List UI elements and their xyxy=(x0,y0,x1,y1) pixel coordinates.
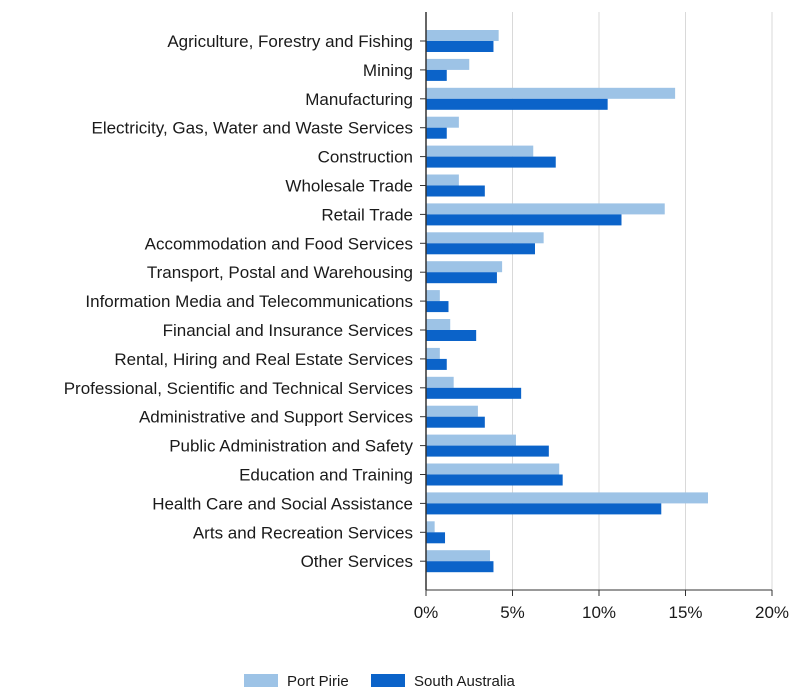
bar-port-pirie xyxy=(426,405,478,417)
legend-swatch xyxy=(371,674,405,687)
category-label: Financial and Insurance Services xyxy=(163,321,413,340)
category-label: Information Media and Telecommunications xyxy=(85,292,413,311)
x-tick-label: 5% xyxy=(500,603,525,622)
bar-port-pirie xyxy=(426,550,491,562)
x-tick-label: 15% xyxy=(668,603,702,622)
legend-label: Port Pirie xyxy=(287,673,349,689)
bar-port-pirie xyxy=(426,261,503,273)
category-label: Rental, Hiring and Real Estate Services xyxy=(114,350,413,369)
bar-port-pirie xyxy=(426,145,534,157)
bar-south-australia xyxy=(426,243,535,255)
bar-south-australia xyxy=(426,358,447,370)
bar-south-australia xyxy=(426,272,497,284)
bar-port-pirie xyxy=(426,232,544,244)
category-label: Transport, Postal and Warehousing xyxy=(147,263,413,282)
bar-south-australia xyxy=(426,416,485,428)
bar-port-pirie xyxy=(426,58,470,70)
category-labels: Agriculture, Forestry and Fishing Mining M… xyxy=(64,32,414,571)
bar-south-australia xyxy=(426,214,622,226)
bar-south-australia xyxy=(426,185,485,197)
bar-south-australia xyxy=(426,98,608,110)
axis-layer xyxy=(420,12,773,596)
bar-south-australia xyxy=(426,445,549,457)
category-label: Mining xyxy=(363,61,413,80)
bar-port-pirie xyxy=(426,116,459,128)
category-label: Retail Trade xyxy=(321,205,413,224)
category-label: Professional, Scientific and Technical S… xyxy=(64,379,413,398)
bar-south-australia xyxy=(426,330,477,341)
category-label: Accommodation and Food Services xyxy=(145,234,413,253)
bar-port-pirie xyxy=(426,290,440,302)
bar-port-pirie xyxy=(426,492,708,504)
bar-south-australia xyxy=(426,69,447,81)
category-label: Electricity, Gas, Water and Waste Servic… xyxy=(91,119,413,138)
bar-south-australia xyxy=(426,503,662,515)
bar-south-australia xyxy=(426,474,563,486)
bar-port-pirie xyxy=(426,203,665,215)
bar-south-australia xyxy=(426,156,556,168)
bar-port-pirie xyxy=(426,30,499,41)
bar-south-australia xyxy=(426,127,447,139)
bar-port-pirie xyxy=(426,434,516,446)
bar-south-australia xyxy=(426,301,449,313)
bar-port-pirie xyxy=(426,521,435,533)
bar-port-pirie xyxy=(426,319,451,330)
bar-port-pirie xyxy=(426,87,676,99)
category-label: Public Administration and Safety xyxy=(169,437,413,456)
category-label: Education and Training xyxy=(239,466,413,485)
bar-port-pirie xyxy=(426,376,454,388)
bar-port-pirie xyxy=(426,347,440,359)
bar-south-australia xyxy=(426,561,494,573)
category-label: Wholesale Trade xyxy=(285,177,413,196)
x-tick-label: 0% xyxy=(414,603,439,622)
category-label: Manufacturing xyxy=(305,90,413,109)
bar-south-australia xyxy=(426,387,522,399)
bar-south-australia xyxy=(426,532,446,544)
bar-south-australia xyxy=(426,41,494,52)
x-tick-label: 10% xyxy=(582,603,616,622)
bar-port-pirie xyxy=(426,463,560,475)
x-tick-labels: 0% 5% 10% 15% 20% xyxy=(414,603,789,622)
bar-port-pirie xyxy=(426,174,459,186)
category-label: Construction xyxy=(318,148,413,167)
category-label: Arts and Recreation Services xyxy=(193,523,413,542)
category-label: Administrative and Support Services xyxy=(139,408,413,427)
category-label: Other Services xyxy=(301,552,413,571)
category-label: Health Care and Social Assistance xyxy=(152,494,413,513)
legend-swatch xyxy=(244,674,278,687)
category-label: Agriculture, Forestry and Fishing xyxy=(167,32,413,51)
legend: Port Pirie South Australia xyxy=(244,673,516,690)
bars-layer xyxy=(426,30,708,573)
x-tick-label: 20% xyxy=(755,603,789,622)
legend-label: South Australia xyxy=(414,673,516,689)
